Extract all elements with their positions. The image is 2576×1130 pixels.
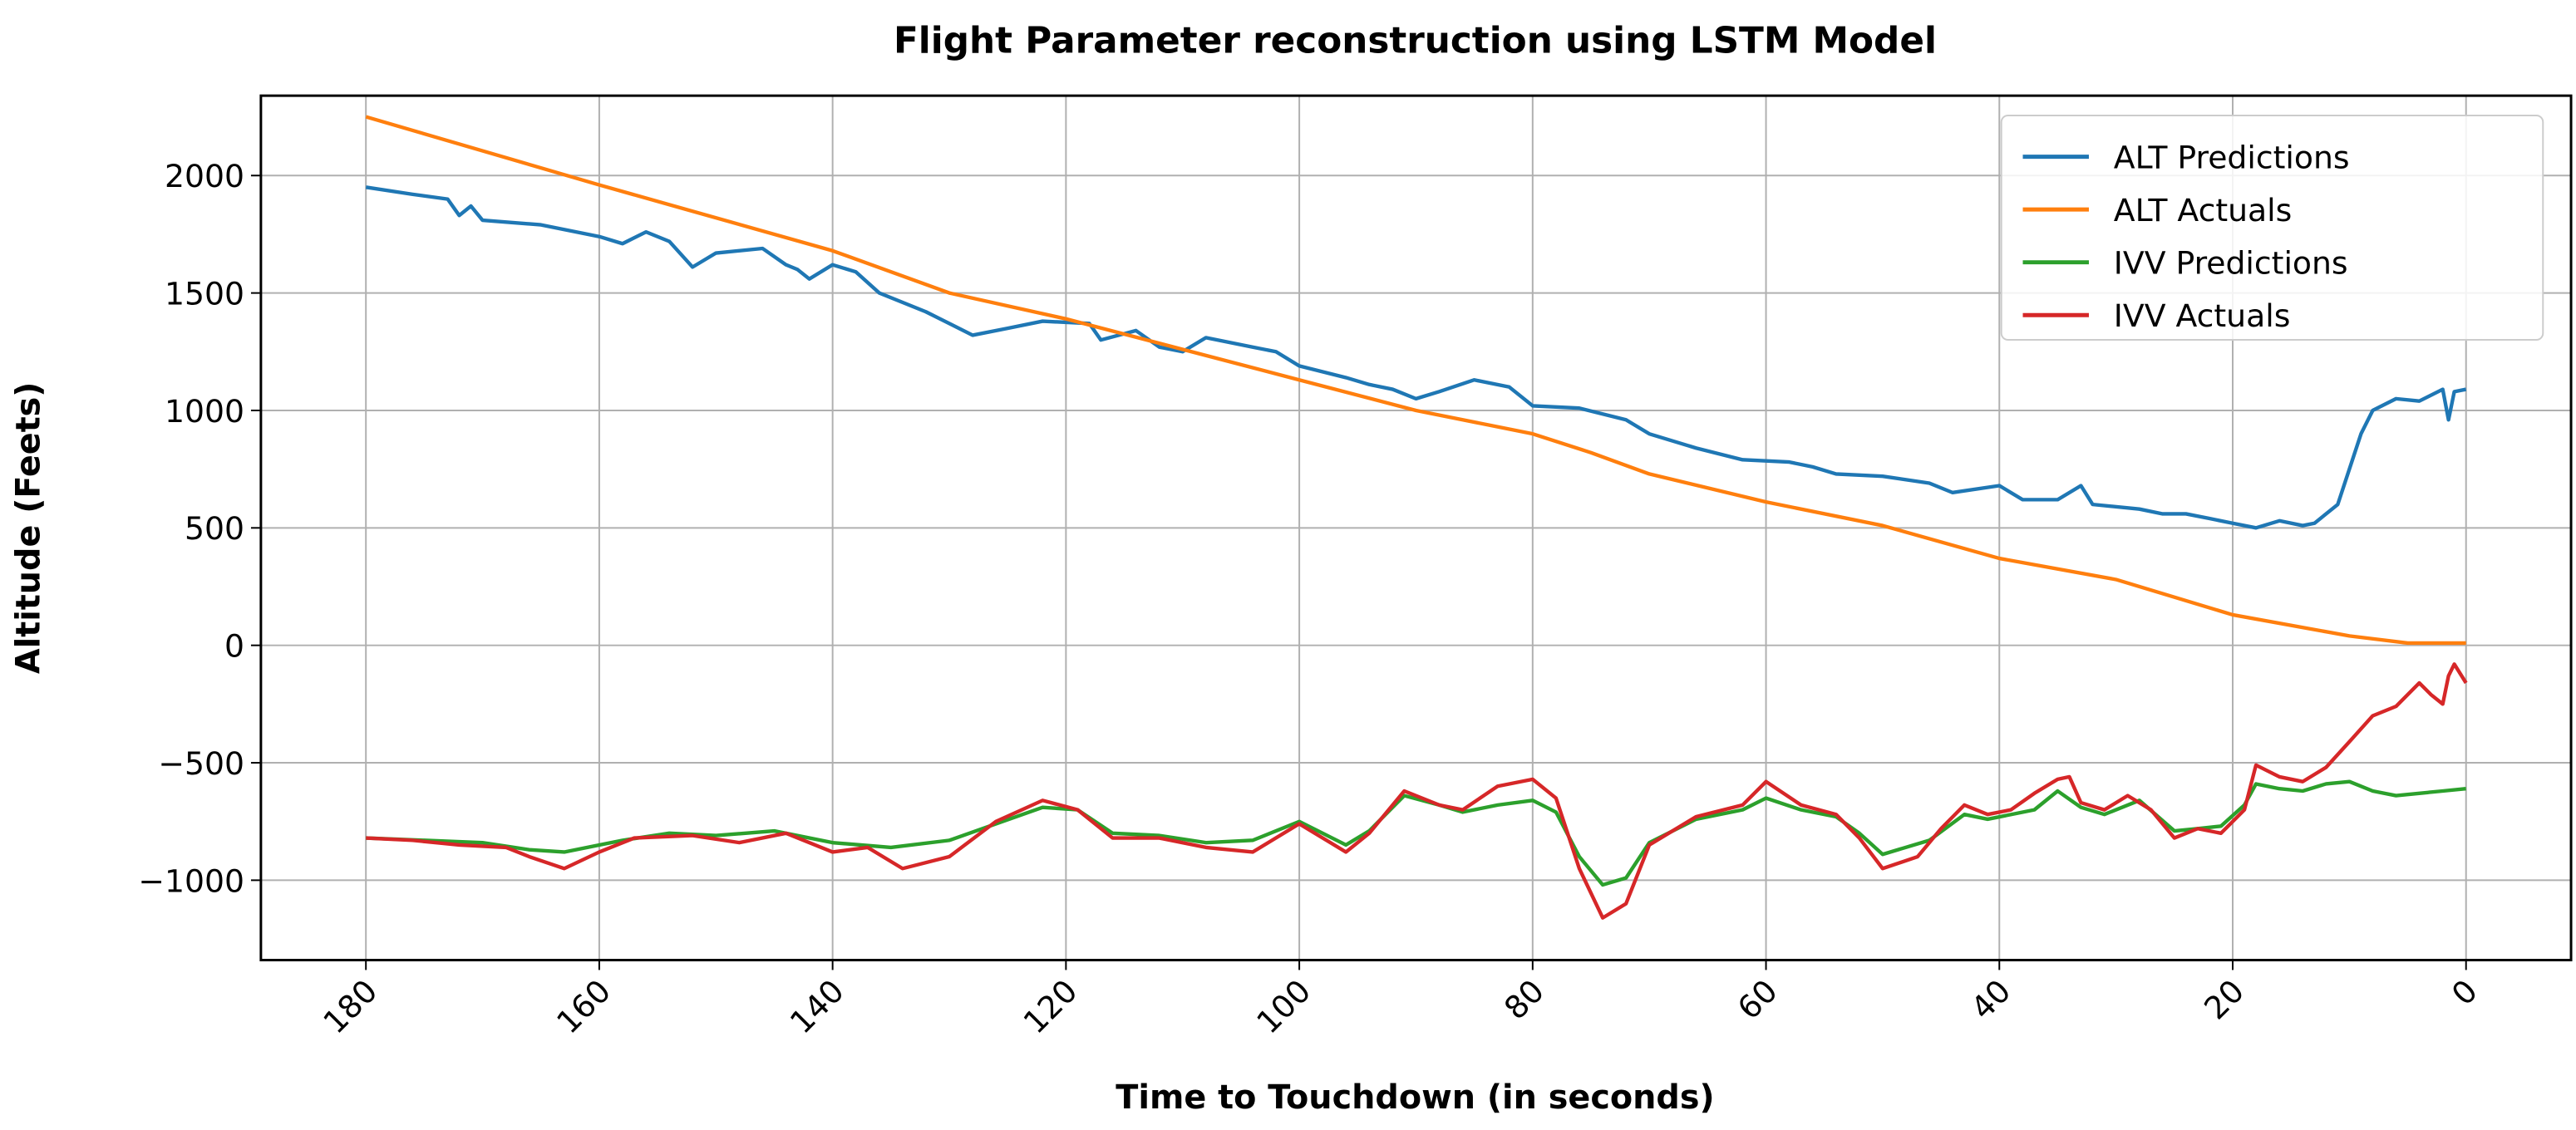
x-axis: 180 160 140 120 100 80 60 40 20 0: [316, 960, 2485, 1040]
legend-label: ALT Predictions: [2114, 140, 2350, 176]
x-tick-label: 120: [1017, 972, 1085, 1040]
x-axis-label: Time to Touchdown (in seconds): [1116, 1078, 1714, 1117]
x-tick-label: 60: [1731, 972, 1785, 1026]
x-tick-label: 80: [1497, 972, 1551, 1026]
legend-label: ALT Actuals: [2114, 192, 2293, 228]
x-tick-label: 100: [1249, 972, 1318, 1040]
y-tick-label: 500: [185, 510, 244, 547]
series-line-alt-predictions: [365, 185, 2467, 530]
y-axis-label: Altitude (Feets): [10, 382, 48, 675]
x-tick-label: 40: [1963, 972, 2017, 1026]
legend-label: IVV Predictions: [2114, 245, 2348, 282]
legend-label: IVV Actuals: [2114, 297, 2291, 334]
x-tick-label: 0: [2445, 972, 2485, 1012]
y-tick-label: −500: [158, 745, 244, 782]
y-axis: 2000 1500 1000 500 0 −500 −1000: [138, 158, 261, 899]
x-tick-label: 180: [316, 972, 384, 1040]
x-tick-label: 20: [2197, 972, 2251, 1026]
legend-box: [2000, 114, 2544, 341]
x-tick-label: 140: [783, 972, 851, 1040]
y-tick-label: 2000: [165, 158, 244, 194]
y-tick-label: 1000: [165, 393, 244, 430]
legend: ALT Predictions ALT Actuals IVV Prediction…: [2000, 114, 2544, 341]
series-line-alt-actuals: [365, 115, 2466, 646]
chart-title: Flight Parameter reconstruction using LS…: [894, 20, 1937, 62]
x-tick-label: 160: [549, 972, 618, 1040]
series-line-ivv-actuals: [366, 662, 2468, 920]
y-tick-label: 1500: [165, 276, 244, 312]
y-tick-label: 0: [224, 628, 244, 665]
series-lines: [365, 115, 2468, 920]
y-tick-label: −1000: [138, 862, 244, 899]
